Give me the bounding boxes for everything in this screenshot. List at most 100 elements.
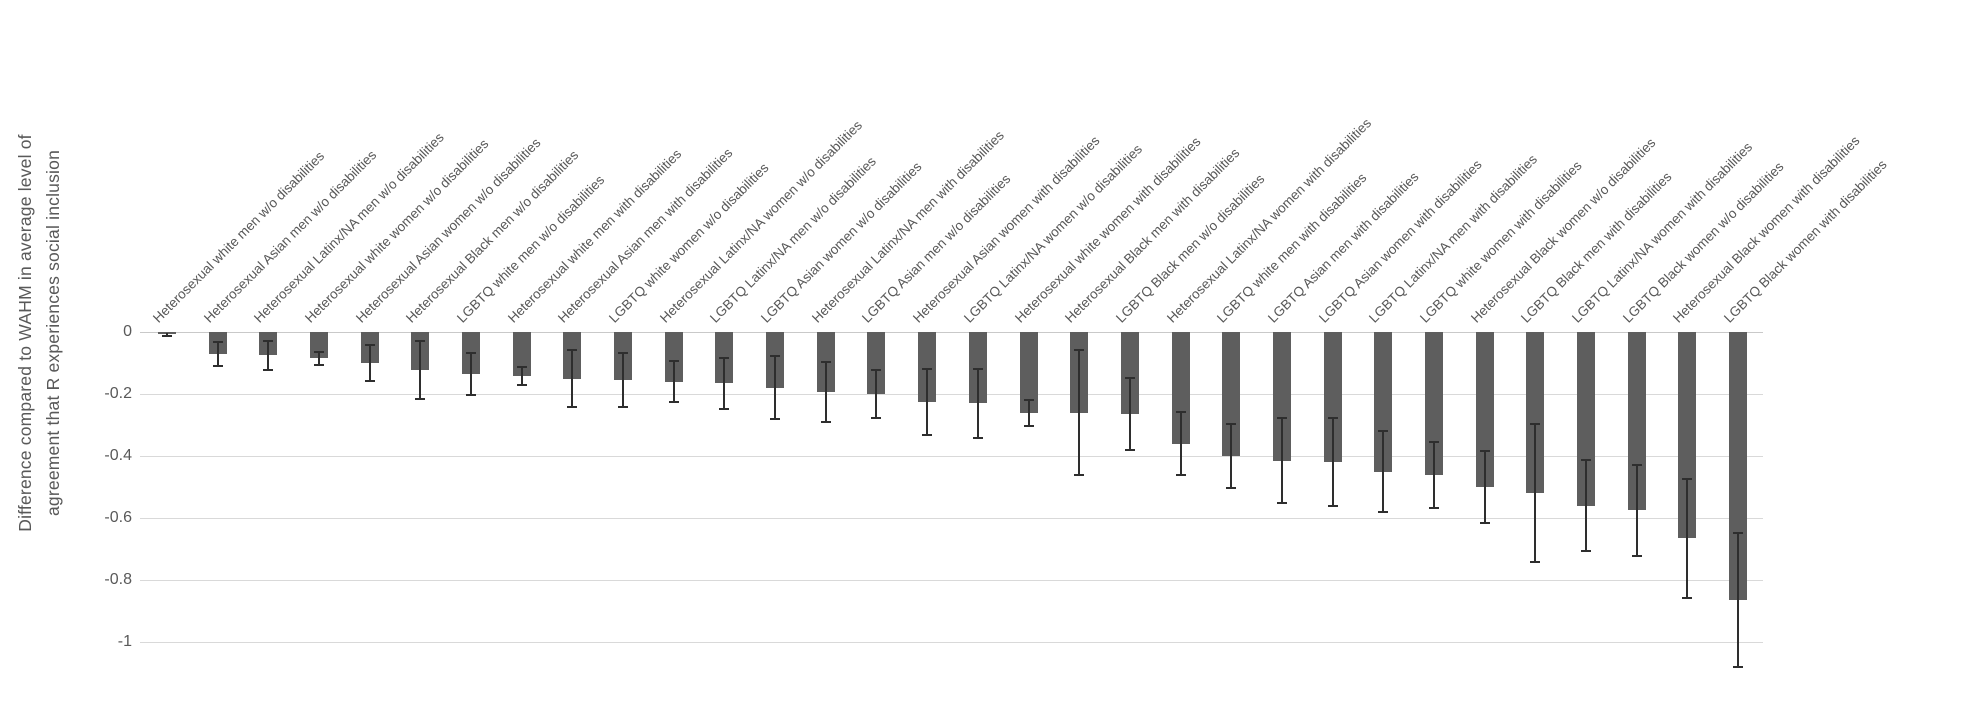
error-bar-bottom-cap [618,406,628,408]
error-bar-line [419,340,421,400]
bar [665,332,683,382]
error-bar-line [1737,532,1739,668]
error-bar-line [521,366,523,386]
error-bar-bottom-cap [567,406,577,408]
error-bar-line [774,355,776,420]
error-bar-line [1281,417,1283,504]
error-bar-line [875,369,877,419]
error-bar-bottom-cap [1074,474,1084,476]
error-bar-top-cap [415,340,425,342]
error-bar-top-cap [1277,417,1287,419]
error-bar-line [622,352,624,408]
error-bar-top-cap [922,368,932,370]
bar [1577,332,1595,506]
category-label: Heterosexual Black women with disabiliti… [1669,132,1863,326]
bar [1374,332,1392,472]
bar [1121,332,1139,414]
error-bar-line [1636,464,1638,557]
error-bar-top-cap [365,344,375,346]
error-bar-line [1585,459,1587,552]
error-bar-line [1382,430,1384,513]
gridline [140,394,1763,395]
error-bar-line [1534,423,1536,563]
y-tick-label: -0.4 [104,447,132,464]
error-bar-top-cap [314,351,324,353]
gridline [140,456,1763,457]
error-bar-line [673,360,675,403]
error-bar-top-cap [871,369,881,371]
error-bar-top-cap [1125,377,1135,379]
error-bar-top-cap [770,355,780,357]
error-bar-top-cap [719,357,729,359]
category-label: Heterosexual Asian women w/o disabilitie… [352,135,544,326]
error-bar-line [977,368,979,439]
error-bar-top-cap [517,366,527,368]
error-bar-top-cap [1429,441,1439,443]
error-bar-top-cap [973,368,983,370]
error-bar-top-cap [1632,464,1642,466]
error-bar-bottom-cap [922,434,932,436]
error-bar-line [571,349,573,408]
y-tick-label: -1 [117,633,132,650]
error-bar-bottom-cap [1378,511,1388,513]
error-bar-bottom-cap [1733,666,1743,668]
error-bar-bottom-cap [466,394,476,396]
error-bar-bottom-cap [1682,597,1692,599]
error-bar-line [1484,450,1486,524]
error-bar-line [825,361,827,423]
error-bar-bottom-cap [1176,474,1186,476]
error-bar-line [318,351,320,366]
error-bar-line [1129,377,1131,451]
y-axis-title: Difference compared to WAHM in average l… [11,0,69,713]
bar [867,332,885,394]
error-bar-line [1078,349,1080,476]
error-bar-line [723,357,725,410]
error-bar-line [267,340,269,371]
error-bar-line [217,341,219,367]
error-bar-top-cap [1733,532,1743,534]
error-bar-bottom-cap [1530,561,1540,563]
bar [969,332,987,403]
y-tick-label: -0.8 [104,571,132,588]
error-bar-bottom-cap [871,417,881,419]
y-tick-label: -0.6 [104,509,132,526]
y-axis-title-line-1: Difference compared to WAHM in average l… [15,134,35,532]
error-bar-top-cap [1581,459,1591,461]
error-bar-bottom-cap [213,365,223,367]
error-bar-bottom-cap [1125,449,1135,451]
bar [1476,332,1494,487]
gridline [140,580,1763,581]
bar [1425,332,1443,475]
bar [1020,332,1038,413]
error-bar-bottom-cap [770,418,780,420]
bar [1526,332,1544,493]
gridline [140,518,1763,519]
error-bar-bottom-cap [517,384,527,386]
error-bar-top-cap [567,349,577,351]
error-bar-bottom-cap [1581,550,1591,552]
error-bar-line [1332,417,1334,507]
error-bar-bottom-cap [1632,555,1642,557]
gridline [140,642,1763,643]
error-bar-top-cap [1176,411,1186,413]
bar [1678,332,1696,538]
category-label: Heterosexual Black women w/o disabilitie… [1467,135,1659,326]
error-bar-bottom-cap [1429,507,1439,509]
error-bar-bottom-cap [1277,502,1287,504]
error-bar-bottom-cap [669,401,679,403]
category-label: Heterosexual Asian women with disabiliti… [909,132,1103,326]
error-bar-top-cap [821,361,831,363]
error-bar-line [369,344,371,382]
category-label: Heterosexual white women w/o disabilitie… [301,136,492,326]
error-bar-bottom-cap [1024,425,1034,427]
error-bar-bottom-cap [1226,487,1236,489]
error-bar-line [1028,399,1030,427]
bar [1172,332,1190,444]
error-bar-top-cap [1480,450,1490,452]
error-bar-top-cap [618,352,628,354]
error-bar-line [1433,441,1435,509]
error-bar-top-cap [1024,399,1034,401]
bar [1324,332,1342,462]
error-bar-bottom-cap [821,421,831,423]
